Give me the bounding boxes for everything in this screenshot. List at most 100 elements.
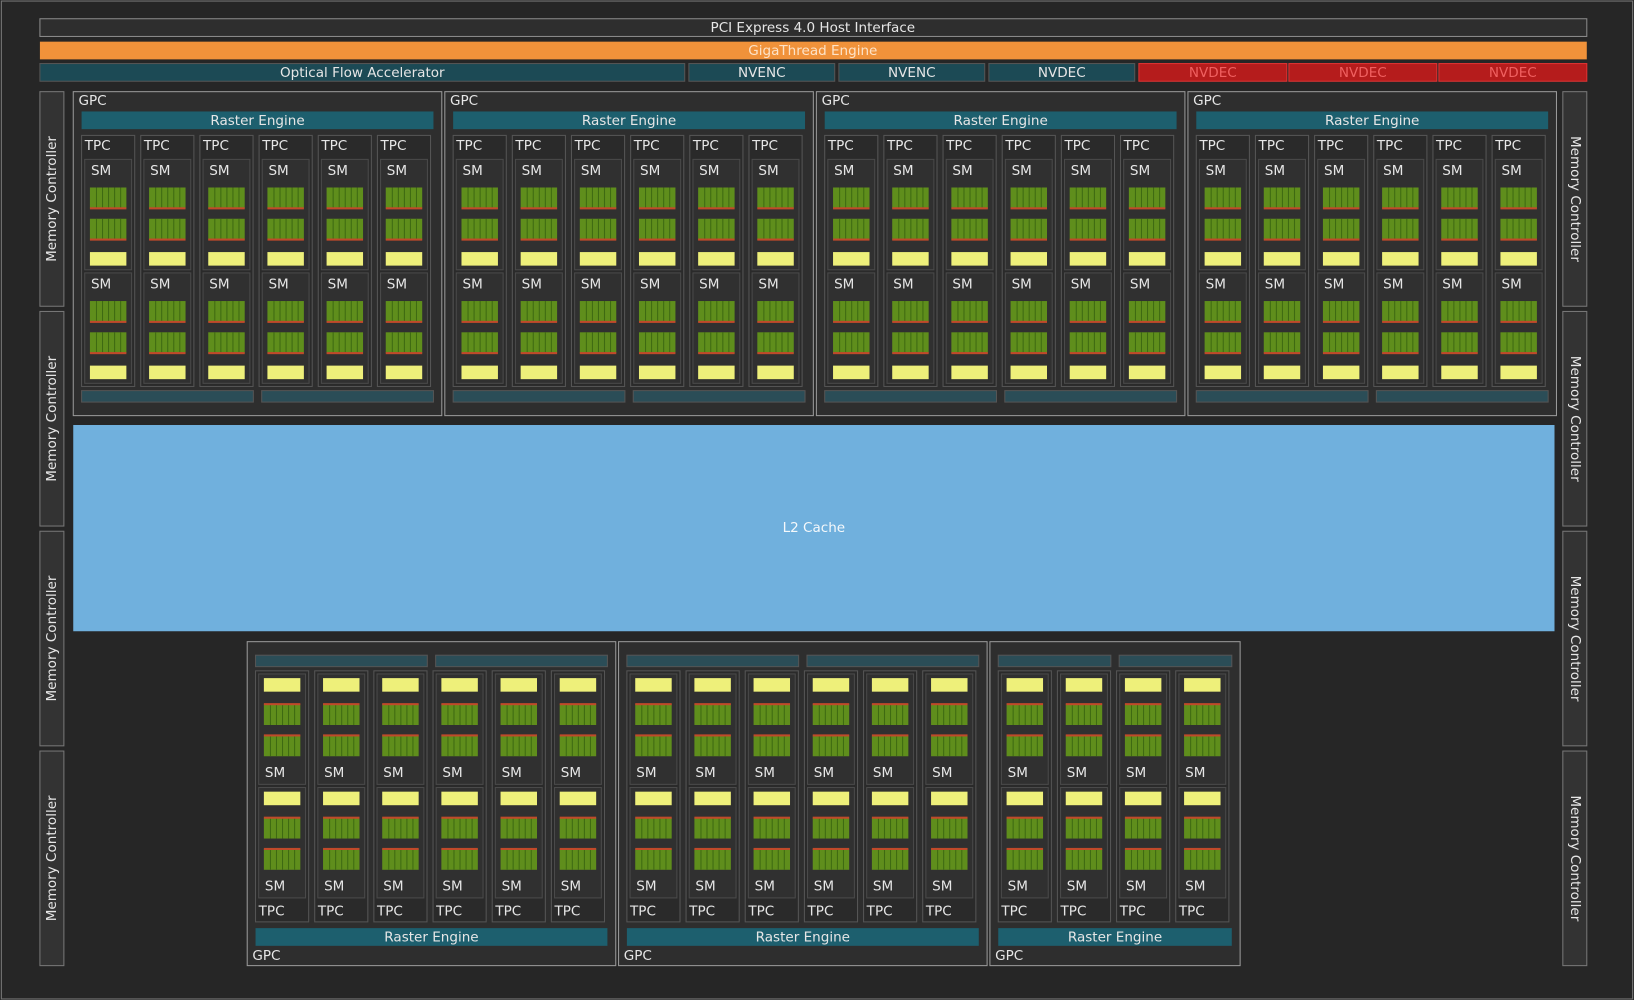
- sm-core-stripe: [465, 735, 467, 757]
- sm-core-stripe: [783, 848, 785, 870]
- sm-label: SM: [265, 765, 285, 781]
- tpc-label: TPC: [320, 138, 347, 154]
- sm-tensor-line: [1263, 207, 1301, 210]
- sm-core-stripe: [787, 332, 789, 354]
- sm: [258, 786, 307, 899]
- sm-core-stripe: [583, 817, 585, 839]
- sm-core-stripe: [1530, 187, 1532, 209]
- sm-core-stripe: [409, 187, 411, 209]
- sm-core-stripe: [453, 735, 455, 757]
- sm-label: SM: [932, 765, 952, 781]
- sm-core-stripe: [350, 187, 352, 209]
- sm-label: SM: [1130, 276, 1150, 292]
- sm-core-stripe: [214, 332, 216, 354]
- sm-core-stripe: [571, 848, 573, 870]
- sm-tensor-line: [385, 207, 423, 210]
- memory-controller-label: Memory Controller: [1567, 136, 1583, 262]
- sm-core-stripe: [916, 332, 918, 354]
- sm-core-stripe: [1388, 187, 1390, 209]
- sm-tensor-line: [1184, 734, 1221, 737]
- sm-tensor-line: [871, 847, 909, 850]
- gpc-label: GPC: [1193, 93, 1221, 109]
- sm-core-stripe: [659, 817, 661, 839]
- sm-core-stripe: [845, 301, 847, 322]
- sm-core-stripe: [969, 332, 971, 354]
- sm-core-stripe: [350, 301, 352, 322]
- sm-core-stripe: [665, 848, 667, 870]
- sm-core-stripe: [1447, 301, 1449, 322]
- sm: [258, 673, 307, 785]
- sm-core-stripe: [282, 848, 284, 870]
- sm-tensor-line: [89, 320, 127, 323]
- sm-core-stripe: [1077, 848, 1079, 870]
- sm-core-stripe: [1287, 332, 1289, 354]
- sm-tensor-line: [892, 320, 929, 323]
- sm-rt-core: [1184, 791, 1221, 806]
- sm-core-stripe: [1030, 735, 1032, 757]
- sm-core-stripe: [1524, 187, 1526, 209]
- sm-core-stripe: [1353, 218, 1355, 240]
- sm-label: SM: [893, 276, 913, 292]
- sm-core-stripe: [1149, 848, 1151, 870]
- sm-label: SM: [755, 765, 775, 781]
- sm-core-stripe: [453, 848, 455, 870]
- sm-core-stripe: [155, 218, 157, 240]
- sm-core-stripe: [95, 187, 97, 209]
- sm-core-stripe: [1465, 301, 1467, 322]
- sm-label: SM: [463, 276, 483, 292]
- sm-core-stripe: [818, 817, 820, 839]
- sm-core-stripe: [1524, 218, 1526, 240]
- memory-controller-label: Memory Controller: [44, 575, 60, 701]
- sm-core-stripe: [777, 817, 779, 839]
- sm-tensor-line: [1069, 207, 1107, 210]
- sm-core-stripe: [179, 218, 181, 240]
- sm-rt-core: [267, 365, 304, 380]
- sm-core-stripe: [102, 218, 104, 240]
- sm-core-stripe: [645, 187, 647, 209]
- sm: [1004, 272, 1053, 384]
- sm-core-stripe: [294, 735, 296, 757]
- sm-tensor-line: [89, 352, 127, 355]
- sm-core-stripe: [1095, 735, 1097, 757]
- tpc-label: TPC: [202, 138, 229, 154]
- sm-core-stripe: [949, 704, 951, 725]
- sm: [747, 673, 796, 785]
- sm-core-stripe: [585, 301, 587, 322]
- sm-label: SM: [91, 276, 111, 292]
- sm-core-stripe: [641, 704, 643, 725]
- sm-core-stripe: [1341, 301, 1343, 322]
- sm-core-stripe: [291, 301, 293, 322]
- sm-tensor-line: [1322, 207, 1360, 210]
- raster-engine-label: Raster Engine: [210, 113, 304, 129]
- sm-core-stripe: [610, 332, 612, 354]
- memory-controller: [39, 750, 65, 967]
- sm-tensor-line: [635, 734, 672, 737]
- sm-core-stripe: [403, 301, 405, 322]
- sm-core-stripe: [415, 187, 417, 209]
- sm-tensor-line: [461, 320, 498, 323]
- sm-tensor-line: [1006, 816, 1044, 819]
- sm-core-stripe: [771, 735, 773, 757]
- sm-core-stripe: [273, 301, 275, 322]
- sm-core-stripe: [397, 301, 399, 322]
- sm-core-stripe: [538, 187, 540, 209]
- sm-core-stripe: [1512, 218, 1514, 240]
- sm: [514, 158, 563, 271]
- sm-core-stripe: [1016, 218, 1018, 240]
- sm-core-stripe: [877, 817, 879, 839]
- sm-core-stripe: [957, 301, 959, 322]
- sm-core-stripe: [415, 301, 417, 322]
- sm: [692, 158, 741, 271]
- sm-core-stripe: [95, 301, 97, 322]
- sm-core-stripe: [577, 735, 579, 757]
- sm-core-stripe: [1143, 735, 1145, 757]
- sm-core-stripe: [1518, 218, 1520, 240]
- sm-tensor-line: [326, 238, 364, 241]
- disabled-decoder: [1288, 63, 1438, 82]
- sm-core-stripe: [1459, 218, 1461, 240]
- sm-core-stripe: [161, 332, 163, 354]
- sm-core-stripe: [657, 187, 659, 209]
- sm-core-stripe: [1275, 332, 1277, 354]
- sm-core-stripe: [1341, 218, 1343, 240]
- sm-label: SM: [1383, 276, 1403, 292]
